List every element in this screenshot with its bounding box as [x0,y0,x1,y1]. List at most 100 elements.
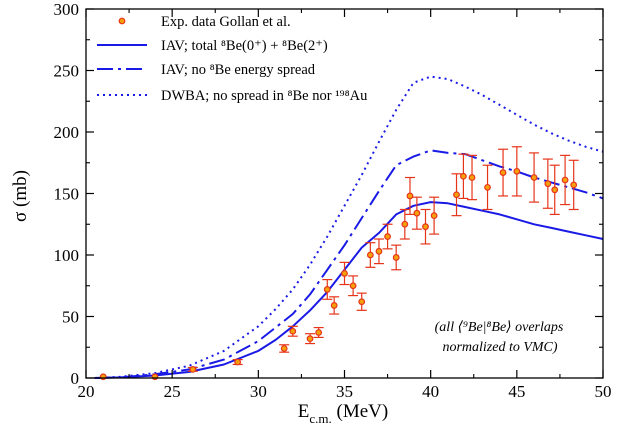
data-marker [323,286,331,293]
data-marker [413,209,421,217]
data-point [467,154,478,201]
legend-entry: IAV; no ⁸Be energy spread [97,62,316,78]
data-marker [544,180,552,188]
data-point [568,159,579,211]
data-point [339,261,350,286]
data-point [458,153,469,200]
data-marker [406,192,414,200]
data-marker [570,181,578,189]
legend-label: IAV; total ⁸Be(0⁺) + ⁸Be(2⁺) [161,38,328,54]
data-marker [189,365,197,373]
x-axis-subscript: c.m. [309,411,331,426]
data-point [404,176,415,216]
data-point [511,146,522,197]
data-marker [375,247,383,255]
data-point [560,154,571,206]
data-point [287,325,298,337]
data-marker [280,345,288,352]
data-point [151,373,159,381]
axis-ticks: 20 25 30 35 40 45 50 0 50 100 150 200 250 300 [54,0,612,401]
legend-marker [118,17,126,25]
data-point [348,275,359,297]
data-marker [392,254,400,261]
data-marker [366,251,374,259]
data-point [451,173,462,217]
data-point [542,158,553,209]
data-marker [384,233,391,240]
annotation-line-1: (all ⟨⁹Be|⁸Be⟩ overlaps [435,320,564,335]
data-marker [306,335,314,343]
experimental-points [99,146,579,381]
data-point [187,365,198,373]
legend: Exp. data Gollan et al. IAV; total ⁸Be(0⁺… [97,14,367,104]
data-marker [430,212,438,220]
data-point [549,164,560,216]
annotation-line-2: normalized to VMC) [442,340,557,355]
y-tick-label: 300 [54,0,80,19]
data-marker [99,373,107,381]
legend-entry: IAV; total ⁸Be(0⁺) + ⁸Be(2⁺) [97,38,328,54]
x-tick-label: 45 [508,382,525,401]
y-tick-label: 0 [71,369,80,388]
data-marker [358,298,366,306]
data-marker [330,302,338,309]
legend-entry: Exp. data Gollan et al. [118,14,291,30]
data-marker [315,329,323,336]
data-marker [453,191,460,199]
y-tick-label: 200 [54,123,80,142]
x-tick-label: 35 [336,382,353,401]
y-axis-title: σ (mb) [10,170,31,222]
legend-entry: DWBA; no spread in ⁸Be nor ¹⁹⁸Au [97,88,367,104]
data-marker [561,176,569,184]
data-point [305,333,316,345]
legend-label: IAV; no ⁸Be energy spread [161,62,316,78]
data-marker [484,183,491,191]
y-tick-label: 150 [54,185,80,204]
data-point [313,326,324,339]
x-axis-title: Ec.m. (MeV) [298,401,388,426]
data-marker [401,220,409,228]
x-tick-label: 30 [250,382,267,401]
data-marker [422,223,429,231]
data-marker [551,186,559,194]
data-marker [289,327,297,335]
data-point [399,208,410,240]
x-axis-symbol: E [298,401,310,422]
series-line-dashdot [94,149,604,379]
x-tick-label: 25 [164,382,181,401]
data-point [232,358,243,366]
data-marker [341,270,348,277]
x-axis-unit: (MeV) [332,401,388,422]
series-line-dotted [94,75,604,379]
x-tick-label: 40 [422,382,439,401]
x-tick-label: 20 [78,382,95,401]
data-point [373,238,384,265]
data-marker [513,167,521,175]
data-marker [234,358,242,366]
data-marker [460,172,467,180]
data-marker [151,373,159,381]
data-marker [349,282,357,290]
y-tick-label: 250 [54,62,80,81]
data-point [329,296,340,315]
data-point [365,242,376,268]
data-marker [530,174,538,181]
data-point [482,164,493,211]
data-point [322,279,333,300]
y-tick-label: 100 [54,246,80,265]
data-point [411,196,422,230]
y-tick-label: 50 [62,308,79,327]
data-point [382,223,393,250]
data-marker [499,169,507,176]
data-point [356,292,367,311]
data-point [279,344,290,353]
data-point [498,148,509,197]
data-point [420,208,431,245]
legend-label: Exp. data Gollan et al. [161,14,291,30]
data-point [99,373,107,381]
data-marker [468,174,476,181]
legend-label: DWBA; no spread in ⁸Be nor ¹⁹⁸Au [161,88,367,104]
data-point [429,196,440,235]
data-point [391,244,402,271]
